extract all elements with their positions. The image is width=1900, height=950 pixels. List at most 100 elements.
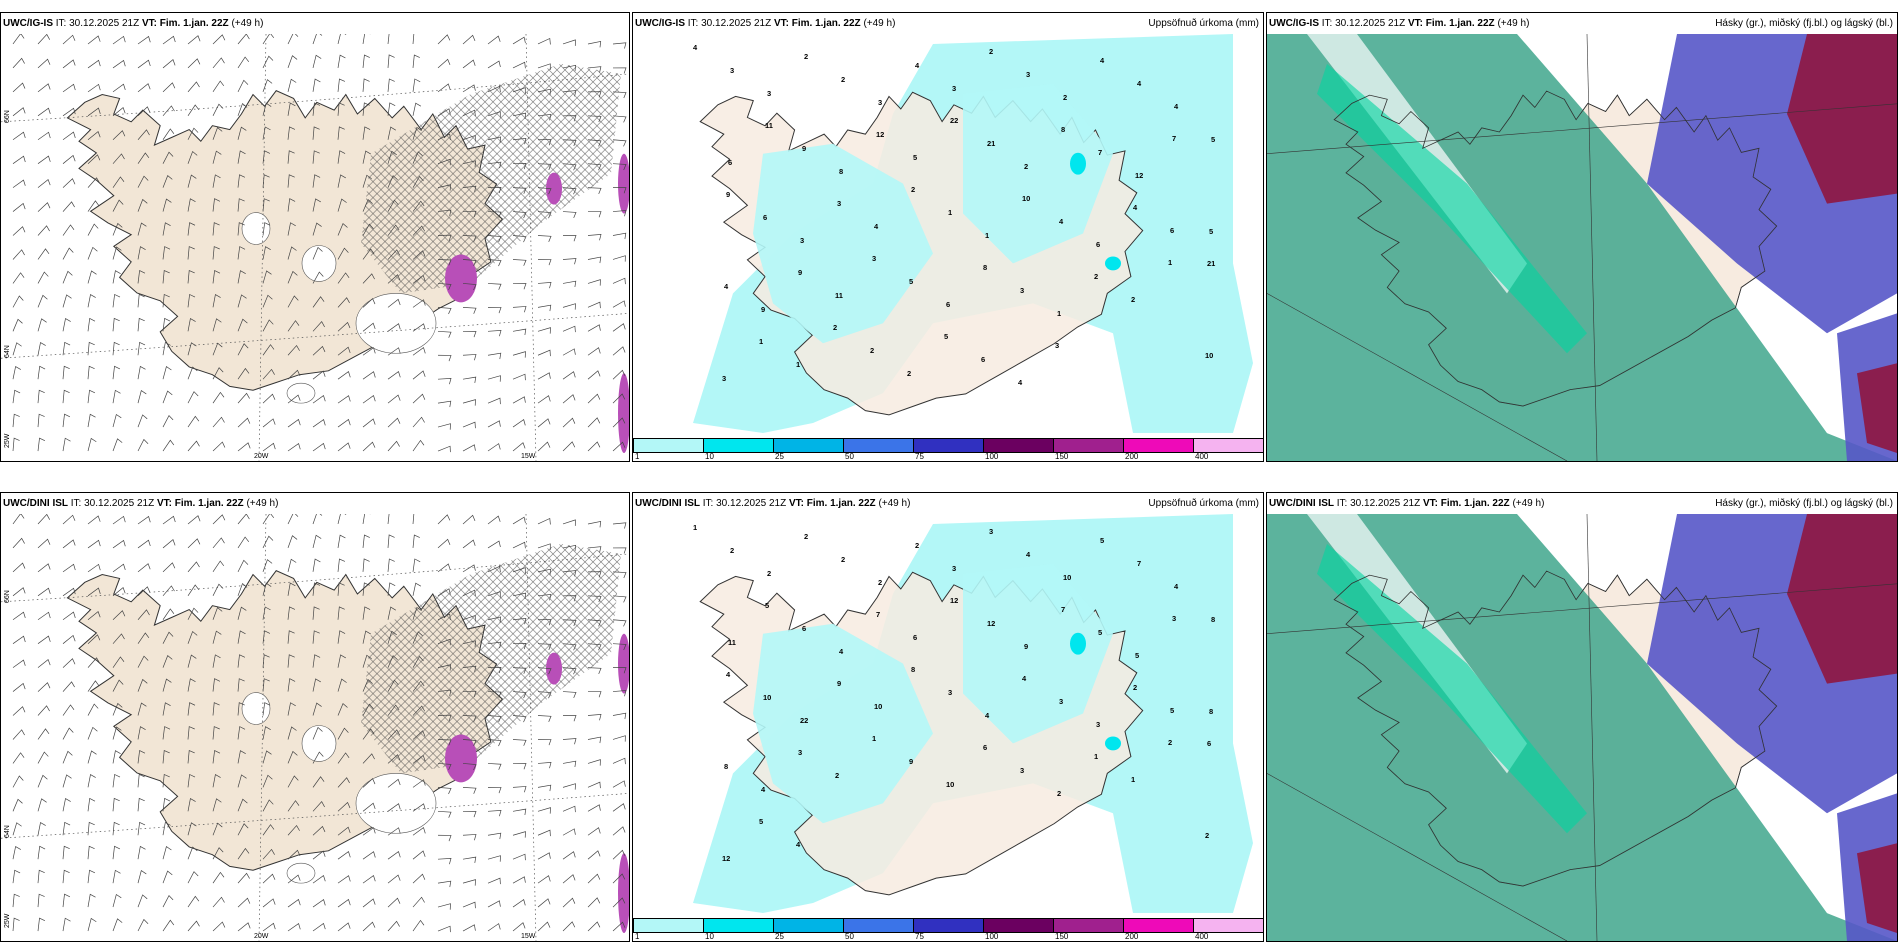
wind-barb (537, 807, 551, 814)
wind-barb (562, 738, 577, 745)
wind-barb (612, 826, 626, 836)
wind-barb (87, 200, 100, 212)
precip-value: 4 (985, 711, 990, 720)
wind-barb (387, 394, 401, 404)
wind-barb (437, 209, 452, 216)
precip-value: 3 (1096, 720, 1101, 729)
wind-barb (187, 895, 200, 908)
wind-barb (362, 223, 374, 236)
wind-barb (312, 222, 322, 236)
wind-barb (212, 198, 221, 212)
colorbar-swatch (913, 438, 984, 453)
wind-barb (387, 679, 399, 692)
precip-value: 5 (765, 601, 770, 610)
wind-barb (237, 417, 251, 428)
precip-value: 3 (1059, 697, 1064, 706)
wind-barb (87, 154, 101, 164)
precip-value: 3 (730, 66, 735, 75)
wind-barb (537, 349, 551, 357)
wind-barb (287, 702, 296, 716)
wind-barb (212, 774, 221, 788)
wind-barb (562, 921, 576, 932)
colorbar-tick: 10 (705, 932, 714, 941)
wind-barb (212, 583, 224, 596)
wind-barb (537, 784, 552, 792)
wind-barb (37, 798, 47, 812)
colorbar-swatch (983, 438, 1054, 453)
wind-barb (462, 84, 476, 93)
wind-barb (12, 869, 21, 884)
precip-value: 21 (1207, 259, 1216, 268)
wind-barb (412, 606, 422, 620)
wind-barb (362, 654, 372, 668)
wind-barb (437, 834, 452, 842)
wind-barb (587, 187, 602, 195)
wind-barb (337, 346, 351, 356)
wind-barb (162, 317, 171, 332)
wind-barb (537, 259, 552, 266)
wind-barb (312, 34, 323, 45)
wind-barb (37, 893, 45, 908)
wind-barb (512, 541, 526, 549)
wind-barb (512, 643, 527, 650)
wind-barb (287, 126, 296, 140)
wind-barb (12, 587, 26, 597)
wind-barb (487, 616, 502, 623)
map-canvas (1, 514, 629, 941)
wind-barb (287, 535, 298, 549)
wind-barb (62, 294, 72, 308)
wind-barb (462, 564, 476, 573)
precip-value: 2 (767, 569, 772, 578)
wind-barb (487, 60, 501, 69)
wind-barb (187, 920, 200, 932)
wind-barb (237, 367, 250, 380)
wind-barb (137, 821, 146, 836)
wind-barb (62, 201, 75, 212)
precip-value: 12 (876, 130, 885, 139)
wind-barb (237, 34, 250, 45)
wind-barb (462, 787, 477, 794)
wind-barb (137, 83, 151, 93)
wind-barb (537, 517, 551, 525)
wind-barb (362, 777, 376, 788)
wind-barb (62, 681, 75, 692)
wind-barb (487, 565, 501, 573)
wind-barb (312, 271, 324, 284)
wind-barb (337, 297, 350, 308)
low-cloud-field (1787, 514, 1897, 684)
wind-barb (112, 610, 126, 621)
wind-barb (162, 797, 171, 812)
cloud-map (1267, 34, 1897, 461)
wind-barb (387, 126, 396, 140)
wind-barb (437, 83, 451, 93)
wind-barb (312, 321, 325, 332)
wind-barb (212, 441, 226, 452)
wind-barb (187, 871, 199, 884)
wind-barb (537, 643, 552, 651)
wind-barb (312, 606, 320, 620)
precip-value: 22 (800, 716, 809, 725)
wind-barb (187, 270, 195, 284)
wind-barb (237, 514, 250, 525)
precip-blob (618, 633, 629, 694)
map-canvas (1, 34, 629, 461)
wind-barb (537, 327, 551, 334)
wind-barb (287, 558, 297, 572)
wind-barb (387, 371, 401, 380)
wind-barb (137, 175, 149, 188)
panel-header: UWC/IG-IS IT: 30.12.2025 21Z VT: Fim. 1.… (1, 13, 629, 34)
wind-barb (12, 562, 26, 573)
graticule-line (1267, 773, 1568, 941)
precip-value: 6 (802, 624, 807, 633)
wind-barb (187, 440, 200, 452)
wind-barb (487, 161, 502, 169)
high-cloud-edge (1317, 63, 1587, 354)
wind-barb (62, 437, 71, 452)
wind-barb (162, 726, 171, 740)
precip-value: 7 (1137, 559, 1142, 568)
wind-barb (362, 898, 376, 908)
wind-barb (487, 900, 501, 908)
wind-barb (487, 259, 502, 267)
lat-label: 66N (4, 110, 11, 123)
wind-barb (512, 373, 526, 381)
